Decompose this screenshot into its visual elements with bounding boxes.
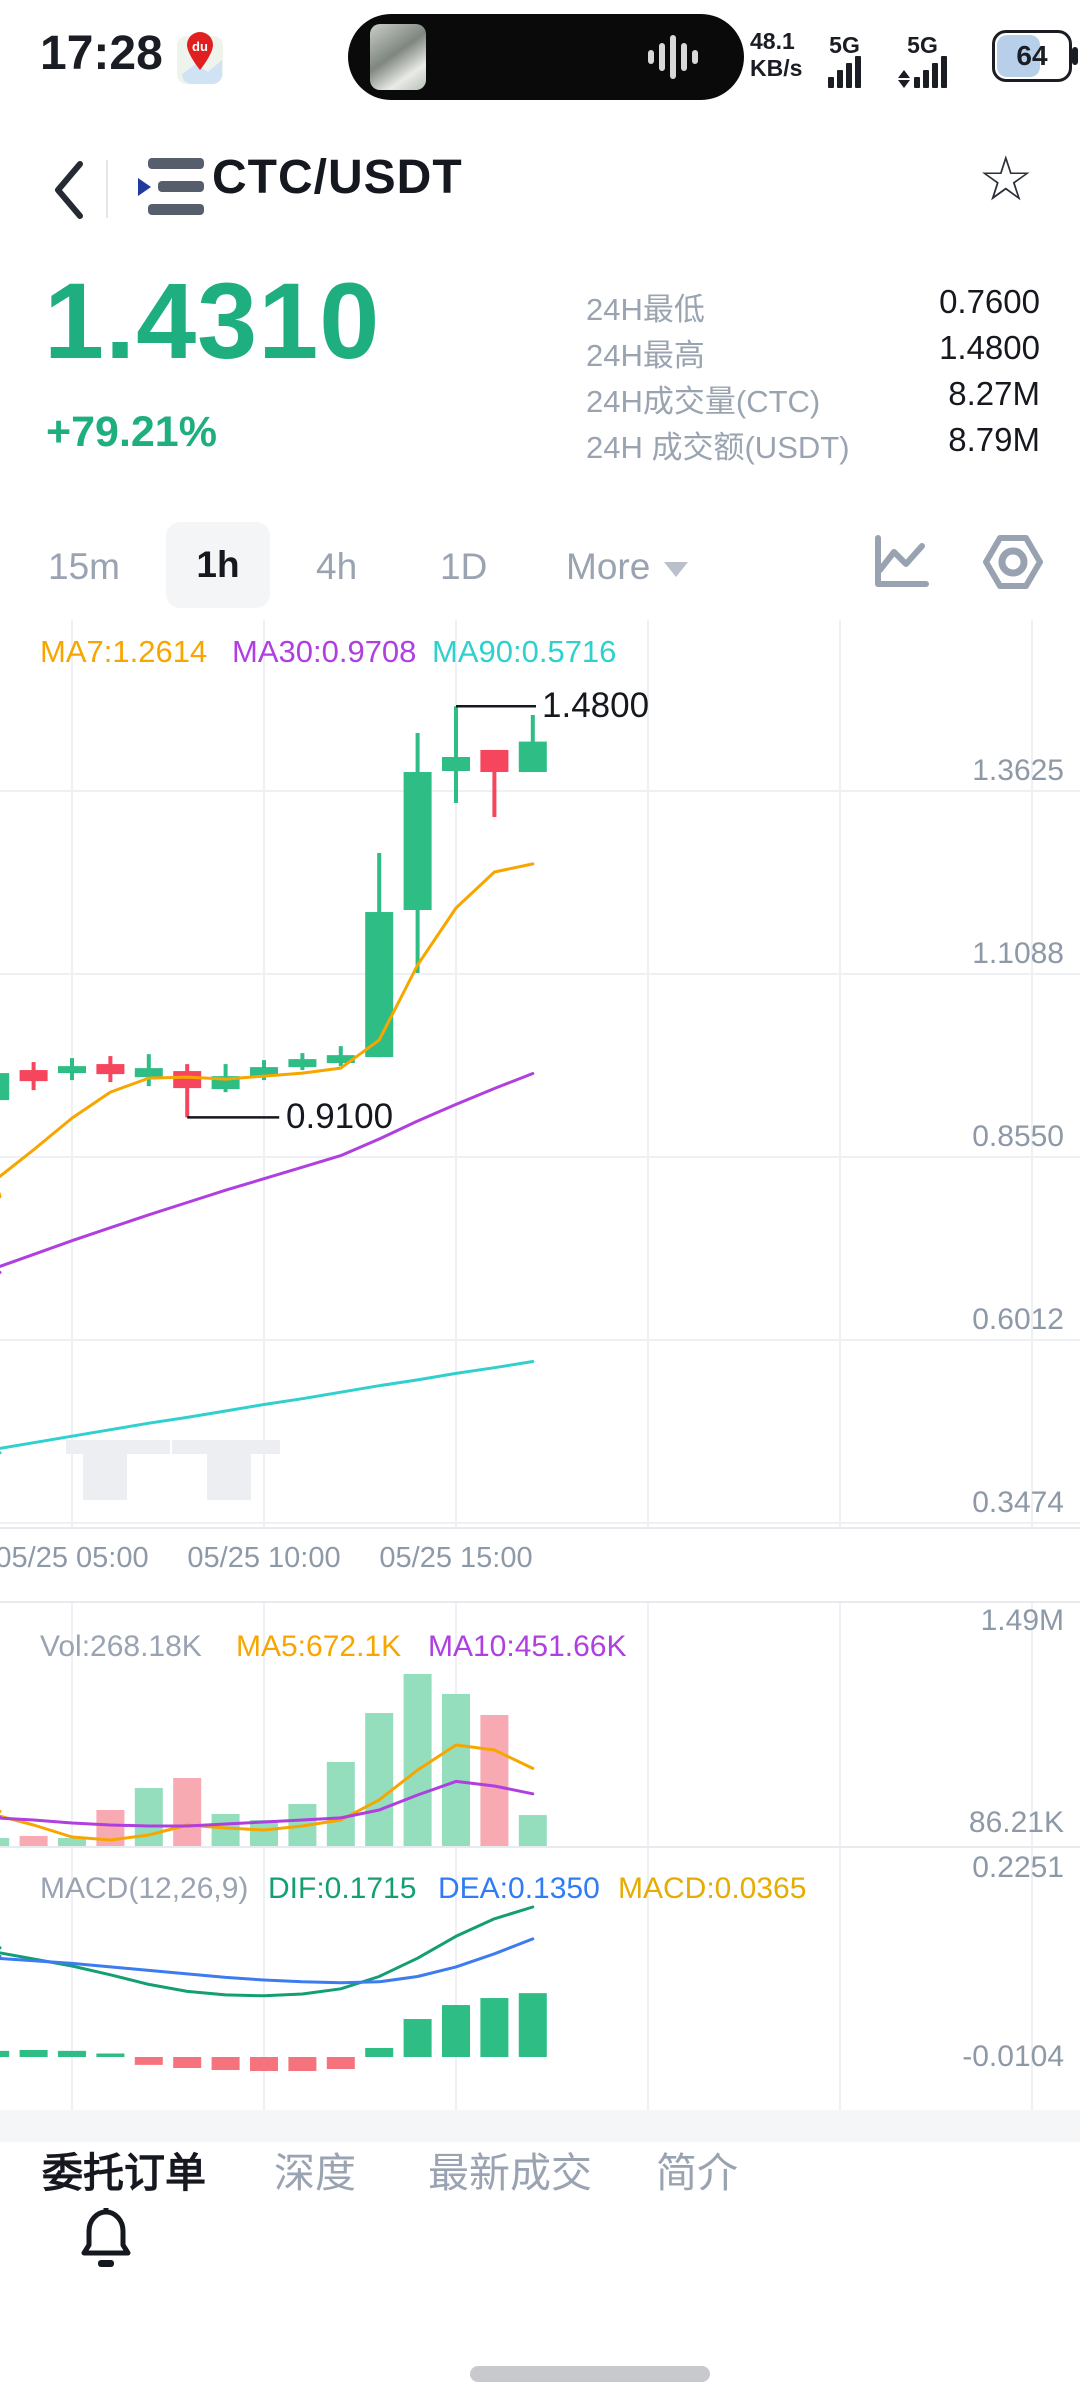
battery-fill [997,35,1040,77]
network-speed: 48.1 KB/s [750,28,803,81]
last-price: 1.4310 [44,260,381,381]
status-time: 17:28 [40,27,163,80]
section-separator [0,2110,1080,2142]
dif-label: DIF:0.1715 [268,1872,417,1905]
chart-style-icon[interactable] [872,534,930,595]
home-indicator[interactable] [470,2366,710,2382]
indicator-settings-icon[interactable] [982,532,1044,597]
stat-value: 0.7600 [939,283,1040,320]
stat-value: 8.27M [948,375,1040,412]
dea-label: DEA:0.1350 [438,1872,600,1905]
battery-indicator: 64 [992,30,1078,82]
volume-ma5-label: MA5:672.1K [236,1630,402,1663]
stat-value: 1.4800 [939,329,1040,366]
macd-params-label: MACD(12,26,9) [40,1872,249,1905]
bell-icon [81,2208,131,2267]
price-axis-tick: 1.3625 [972,754,1064,787]
voice-waveform-icon [648,35,698,79]
ma90-label: MA90:0.5716 [432,634,617,669]
camera-notch [348,14,744,100]
header-divider [106,160,108,218]
sim2-signal: 5G [898,34,947,88]
stat-label: 24H最高 [586,338,705,373]
signal-bars-icon [828,56,861,88]
camera-preview-thumbnail [370,24,426,90]
tab-more[interactable]: More [566,546,651,587]
tab-1h-active[interactable]: 1h [166,522,270,608]
data-arrows-icon [898,70,910,88]
page-title: CTC/USDT [212,151,463,204]
svg-text:du: du [192,39,208,54]
price-axis-tick: 0.8550 [972,1120,1064,1153]
stat-label: 24H成交量(CTC) [586,384,821,419]
favorite-star-icon[interactable]: ☆ [978,142,1034,215]
price-axis-tick: 0.3474 [972,1486,1064,1519]
x-axis-tick: 05/25 05:00 [0,1542,149,1574]
low-price-marker: 0.9100 [286,1097,394,1136]
kline-chart[interactable] [0,620,1080,2110]
stat-label: 24H最低 [586,292,705,327]
ma7-label: MA7:1.2614 [40,634,208,669]
volume-scale-top: 1.49M [980,1604,1064,1637]
signal-bars-icon [914,56,947,88]
macd-value-label: MACD:0.0365 [618,1872,807,1905]
tab-depth[interactable]: 深度 [274,2150,356,2192]
bottom-tab-bar: 委托订单 深度 最新成交 简介 [0,2142,1080,2192]
map-pin-icon: du [176,30,224,86]
x-axis-tick: 05/25 10:00 [187,1542,341,1574]
high-price-marker: 1.4800 [542,686,650,725]
tab-info[interactable]: 简介 [656,2150,738,2192]
tab-latest-trades[interactable]: 最新成交 [428,2150,592,2192]
price-axis-tick: 0.6012 [972,1303,1064,1336]
volume-ma10-label: MA10:451.66K [428,1630,627,1663]
price-change-percent: +79.21% [46,408,217,456]
chevron-down-icon [664,562,688,577]
macd-scale-top: 0.2251 [972,1851,1064,1884]
tab-open-orders[interactable]: 委托订单 [42,2150,206,2192]
stat-label: 24H 成交额(USDT) [586,430,850,465]
stat-value: 8.79M [948,421,1040,458]
volume-scale-bottom: 86.21K [968,1806,1064,1839]
volume-label: Vol:268.18K [40,1630,202,1663]
action-bar: 预警 买入 卖出 [0,2192,1080,2400]
sim1-signal: 5G [828,34,861,88]
macd-scale-bottom: -0.0104 [962,2040,1064,2073]
tab-1d[interactable]: 1D [440,546,488,587]
tab-4h[interactable]: 4h [316,546,358,587]
price-alert-button[interactable] [76,2208,136,2275]
ma30-label: MA30:0.9708 [232,634,417,669]
battery-percent: 64 [1016,40,1048,71]
back-button[interactable] [48,156,92,229]
back-chevron-icon [55,161,83,219]
market-list-icon[interactable] [138,158,204,216]
price-axis-tick: 1.1088 [972,937,1064,970]
tab-15m[interactable]: 15m [48,546,120,587]
x-axis-tick: 05/25 15:00 [379,1542,533,1574]
